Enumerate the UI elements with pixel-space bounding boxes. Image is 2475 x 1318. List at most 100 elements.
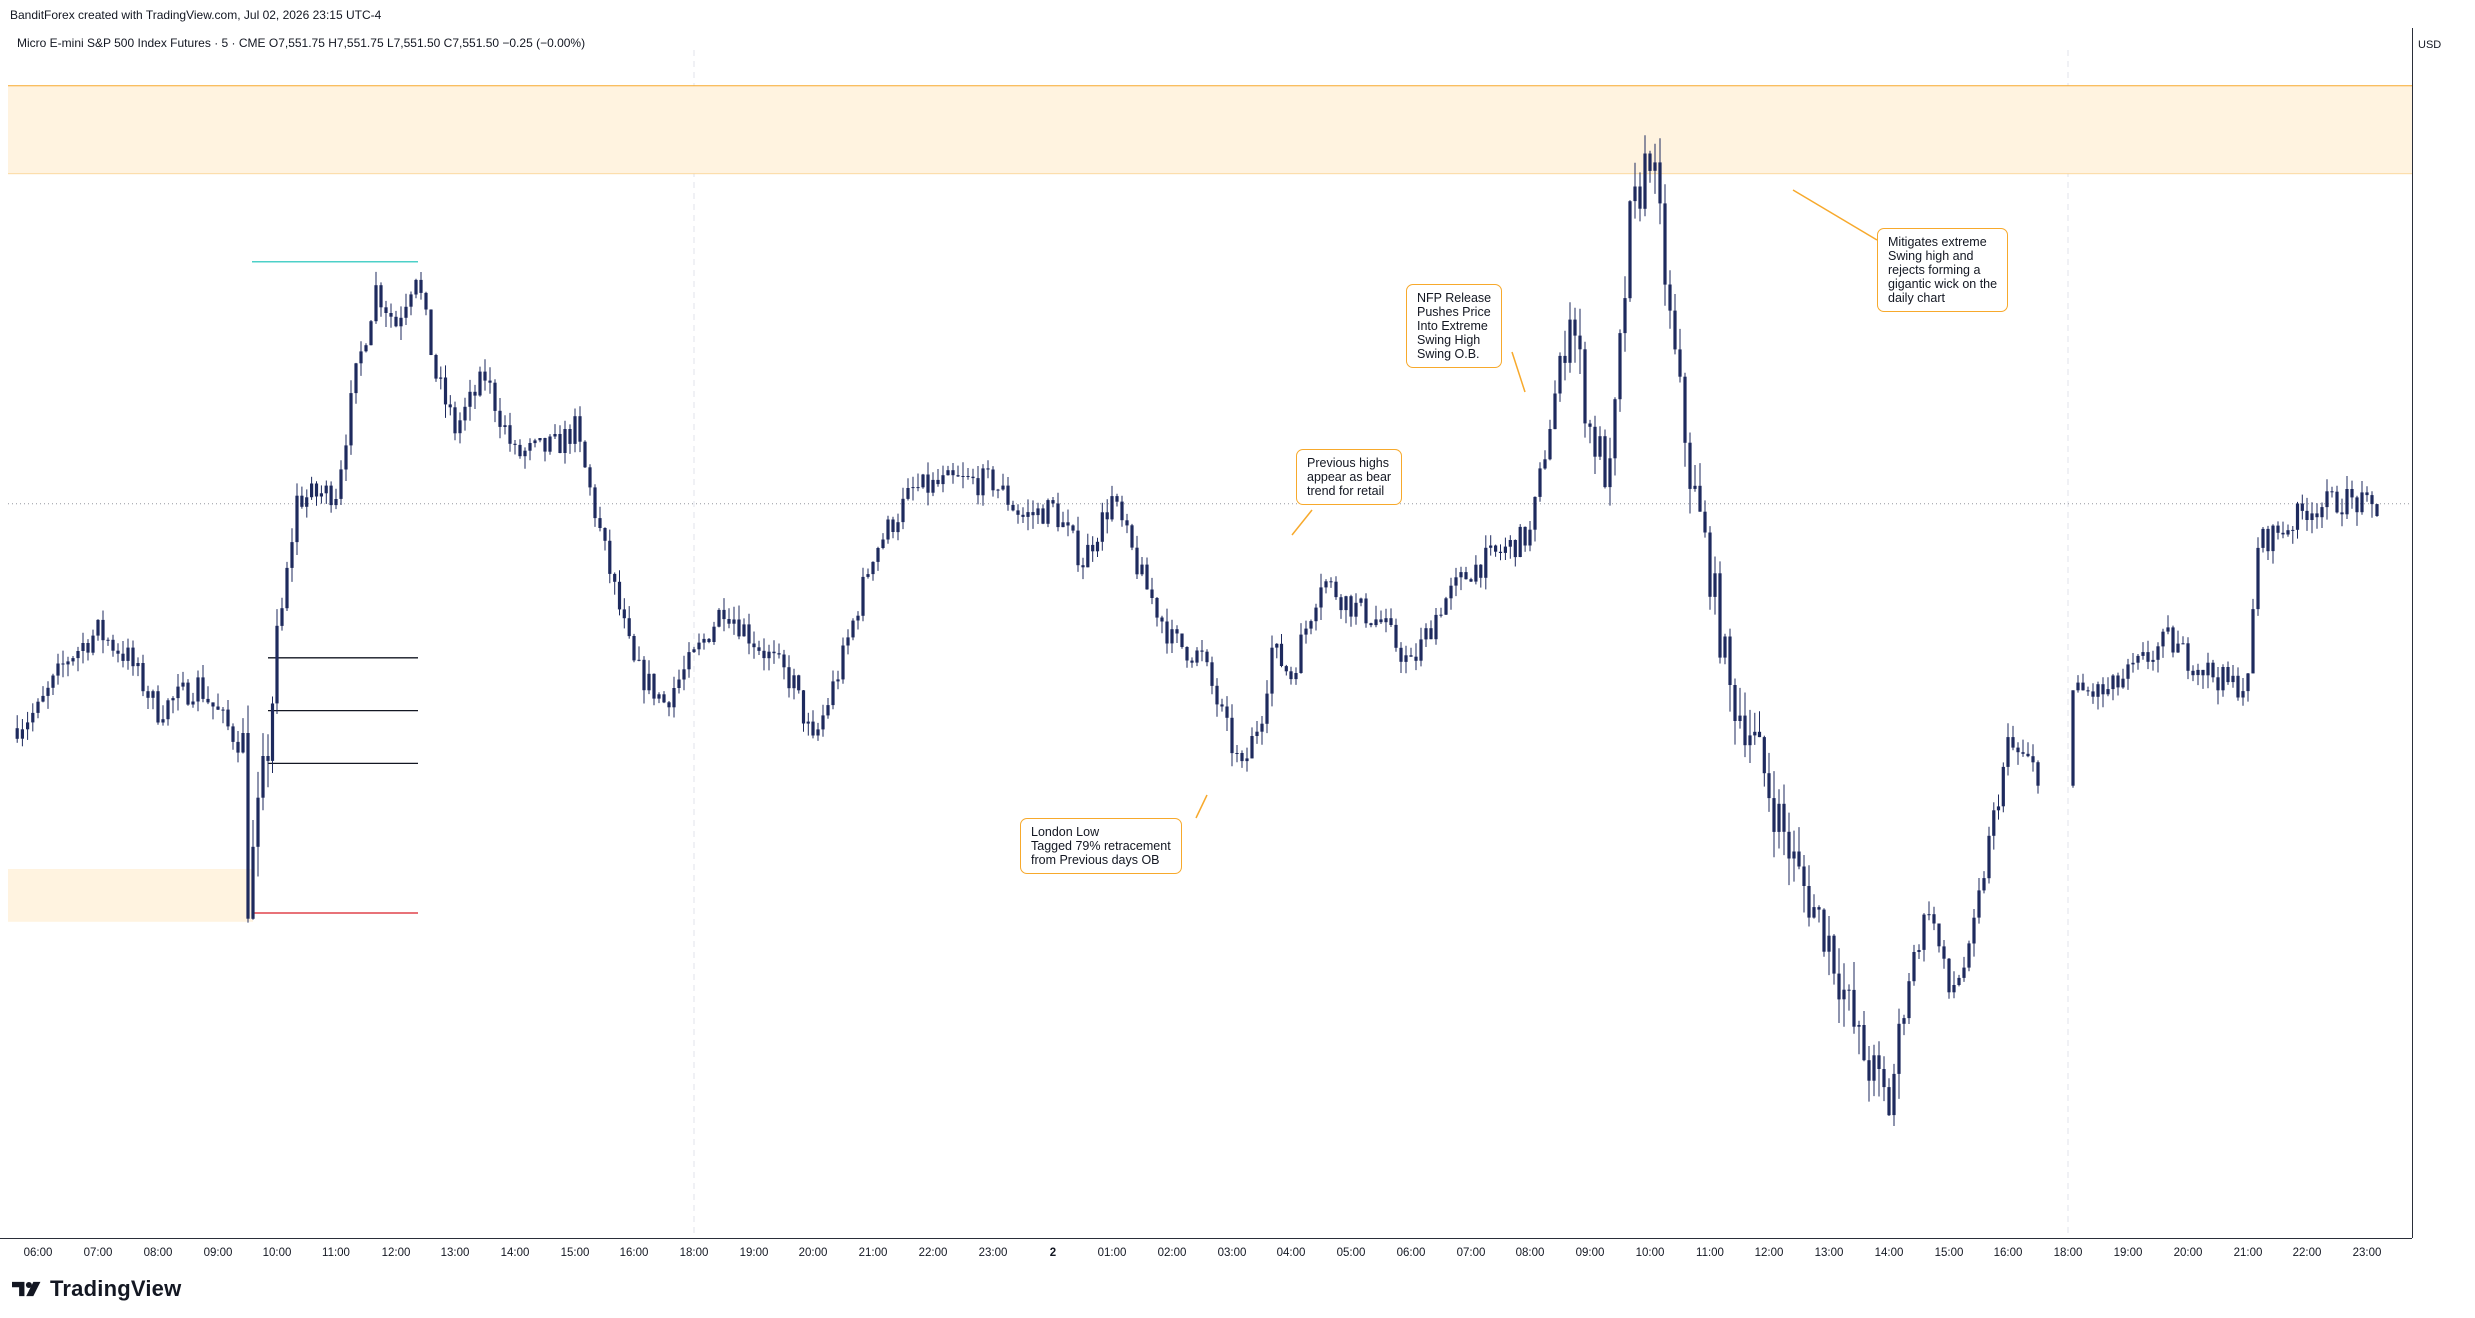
symbol-ohlc-legend[interactable]: Micro E-mini S&P 500 Index Futures · 5 ·… xyxy=(17,36,586,50)
candle-body xyxy=(1703,511,1707,533)
candle-body xyxy=(797,675,801,691)
candle-body xyxy=(1230,717,1234,754)
candle-body xyxy=(1633,186,1637,202)
candle-body xyxy=(1792,851,1796,859)
candle-body xyxy=(1827,935,1831,952)
candle-body xyxy=(682,669,686,680)
candle-body xyxy=(2216,677,2220,691)
candle-body xyxy=(1603,436,1607,488)
candle-body xyxy=(434,355,438,379)
candle-body xyxy=(1523,526,1527,546)
candle-body xyxy=(2236,675,2240,698)
candle-body xyxy=(1628,201,1632,299)
candle-body xyxy=(186,682,190,705)
candle-body xyxy=(637,659,641,661)
candle-body xyxy=(826,705,830,716)
candle-body xyxy=(126,647,130,661)
candle-body xyxy=(811,721,815,736)
candle-body xyxy=(1887,1087,1891,1116)
candle-body xyxy=(256,797,260,847)
candle-body xyxy=(1279,643,1284,666)
candle-body xyxy=(1120,501,1124,521)
annotation-previous-highs[interactable]: Previous highs appear as bear trend for … xyxy=(1296,449,1403,505)
candle-body xyxy=(777,653,781,655)
candle-body xyxy=(498,410,502,427)
candle-body xyxy=(906,488,910,499)
candle-body xyxy=(305,497,309,507)
candle-body xyxy=(1862,1025,1866,1061)
candle-body xyxy=(1250,736,1254,759)
time-tick-label: 20:00 xyxy=(799,1247,828,1259)
price-axis-panel[interactable] xyxy=(2412,28,2475,1238)
candle-body xyxy=(1220,704,1224,707)
candle-body xyxy=(2375,504,2379,516)
time-tick-label: 21:00 xyxy=(859,1247,888,1259)
candle-body xyxy=(2186,643,2190,671)
time-tick-label: 04:00 xyxy=(1277,1247,1306,1259)
candle-body xyxy=(1130,525,1134,548)
candle-body xyxy=(851,620,855,638)
candle-body xyxy=(1145,564,1149,590)
candle-body xyxy=(841,645,845,680)
annotation-nfp[interactable]: NFP Release Pushes Price Into Extreme Sw… xyxy=(1406,284,1503,368)
candle-body xyxy=(717,609,721,627)
candle-body xyxy=(1663,203,1667,285)
candle-body xyxy=(1454,577,1458,586)
annotation-mitigates[interactable]: Mitigates extreme Swing high and rejects… xyxy=(1877,228,2009,312)
annotation-london-low[interactable]: London Low Tagged 79% retracement from P… xyxy=(1020,818,1182,874)
candle-body xyxy=(226,709,230,727)
candle-body xyxy=(290,542,294,568)
time-tick-label: 10:00 xyxy=(263,1247,292,1259)
candle-body xyxy=(201,677,205,699)
time-tick-label: 13:00 xyxy=(441,1247,470,1259)
candle-body xyxy=(389,313,393,317)
time-tick-label: 08:00 xyxy=(144,1247,173,1259)
candle-body xyxy=(2330,491,2334,493)
time-axis[interactable] xyxy=(0,1238,2412,1269)
candle-body xyxy=(2291,529,2295,531)
candle-body xyxy=(1882,1069,1886,1088)
time-tick-label: 06:00 xyxy=(24,1247,53,1259)
candle-body xyxy=(2191,670,2195,676)
candle-body xyxy=(2246,673,2250,692)
callout-pointer xyxy=(1511,351,1526,393)
candle-body xyxy=(876,548,880,562)
candle-body xyxy=(1782,803,1786,832)
candle-body xyxy=(295,495,299,543)
candle-body xyxy=(976,478,980,496)
candle-body xyxy=(1016,510,1020,515)
candle-body xyxy=(1100,512,1104,542)
candle-body xyxy=(1822,909,1826,952)
candle-body xyxy=(1892,1073,1896,1116)
time-tick-label: 2 xyxy=(1050,1247,1056,1259)
candle-body xyxy=(246,733,250,919)
candle-body xyxy=(528,443,532,451)
candle-body xyxy=(1001,485,1005,490)
candle-body xyxy=(1932,914,1936,924)
candle-body xyxy=(1031,512,1035,516)
candle-body xyxy=(667,702,671,708)
candle-body xyxy=(1728,636,1732,685)
candle-body xyxy=(266,756,270,761)
candle-body xyxy=(792,675,796,689)
time-tick-label: 11:00 xyxy=(1696,1247,1724,1259)
candle-body xyxy=(2031,756,2035,763)
candle-body xyxy=(1693,485,1697,489)
candle-body xyxy=(2300,503,2304,511)
candle-body xyxy=(647,673,651,691)
candle-body xyxy=(2355,497,2359,513)
candle-body xyxy=(379,285,383,308)
candle-body xyxy=(632,636,636,661)
candle-body xyxy=(2201,669,2205,676)
candle-body xyxy=(1105,512,1109,520)
candle-body xyxy=(310,483,314,498)
candle-body xyxy=(374,285,378,322)
candle-body xyxy=(221,709,225,711)
candle-body xyxy=(692,649,696,653)
candle-body xyxy=(15,728,19,739)
candle-body xyxy=(951,470,955,476)
tradingview-brand[interactable]: TradingView xyxy=(12,1276,181,1302)
time-tick-label: 15:00 xyxy=(1935,1247,1964,1259)
candle-body xyxy=(1618,333,1622,400)
